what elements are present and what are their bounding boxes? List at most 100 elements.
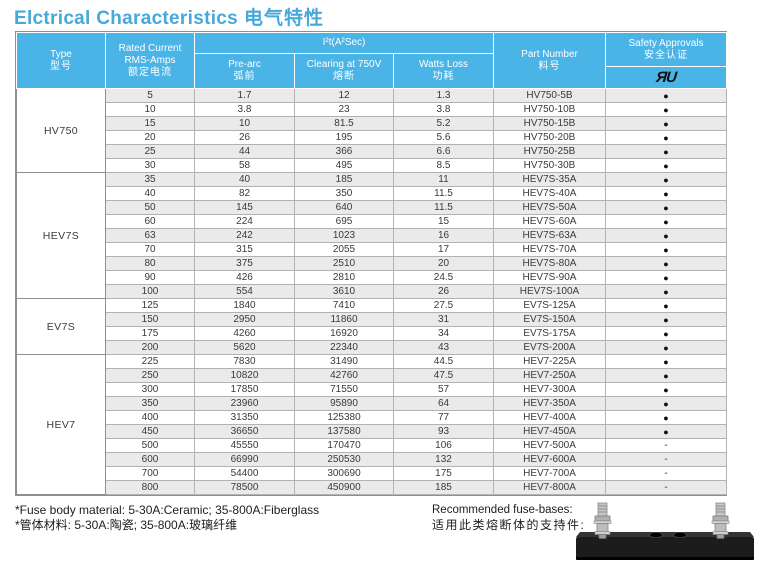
pre-arc-cell: 36650: [194, 424, 295, 439]
safety-approval-dot-icon: ●: [605, 326, 727, 341]
clearing-cell: 350: [294, 186, 394, 201]
watts-loss-cell: 43: [393, 340, 494, 355]
recommended-fuse-bases: Recommended fuse-bases: 适用此类熔断体的支持件:: [432, 503, 585, 533]
clearing-cell: 2510: [294, 256, 394, 271]
clearing-cell: 185: [294, 172, 394, 187]
safety-approval-dot-icon: ●: [605, 242, 727, 257]
rated-current-cell: 90: [105, 270, 195, 285]
part-number-cell: HEV7S-35A: [493, 172, 606, 187]
rated-current-cell: 600: [105, 452, 195, 467]
watts-loss-cell: 47.5: [393, 368, 494, 383]
watts-loss-cell: 106: [393, 438, 494, 453]
rated-current-cell: 40: [105, 186, 195, 201]
page-title-zh: 电气特性: [244, 8, 325, 29]
rated-current-cell: 300: [105, 382, 195, 397]
safety-approval-dot-icon: ●: [605, 228, 727, 243]
pre-arc-cell: 4260: [194, 326, 295, 341]
watts-loss-cell: 27.5: [393, 298, 494, 313]
pre-arc-cell: 66990: [194, 452, 295, 467]
safety-approval-dot-icon: ●: [605, 88, 727, 103]
col-header-pre-arc-zh: 弧前: [233, 71, 256, 83]
watts-loss-cell: 5.2: [393, 116, 494, 131]
rated-current-cell: 250: [105, 368, 195, 383]
col-header-watts-zh: 功耗: [432, 71, 455, 83]
part-number-cell: HEV7S-40A: [493, 186, 606, 201]
rated-current-cell: 63: [105, 228, 195, 243]
pre-arc-cell: 44: [194, 144, 295, 159]
safety-approval-dot-icon: ●: [605, 116, 727, 131]
part-number-cell: HEV7-500A: [493, 438, 606, 453]
part-number-cell: HEV7-300A: [493, 382, 606, 397]
footnote-en: *Fuse body material: 5-30A:Ceramic; 35-8…: [15, 503, 320, 517]
table-row: 90 426 2810 24.5 HEV7S-90A ●: [17, 270, 727, 285]
table-row: 400 31350 125380 77 HEV7-400A ●: [17, 410, 727, 425]
part-number-cell: HEV7-450A: [493, 424, 606, 439]
rated-current-cell: 70: [105, 242, 195, 257]
clearing-cell: 250530: [294, 452, 394, 467]
table-body: HV750 5 1.7 12 1.3 HV750-5B ● 10 3.8 23 3.8 HV750-1…: [16, 88, 727, 495]
pre-arc-cell: 45550: [194, 438, 295, 453]
pre-arc-cell: 31350: [194, 410, 295, 425]
clearing-cell: 137580: [294, 424, 394, 439]
pre-arc-cell: 40: [194, 172, 295, 187]
part-number-cell: HEV7S-63A: [493, 228, 606, 243]
table-row: 50 145 640 11.5 HEV7S-50A ●: [17, 200, 727, 215]
table-row: 450 36650 137580 93 HEV7-450A ●: [17, 424, 727, 439]
part-number-cell: EV7S-200A: [493, 340, 606, 355]
safety-approval-dot-icon: ●: [605, 256, 727, 271]
part-number-cell: HEV7-350A: [493, 396, 606, 411]
part-number-cell: HEV7S-60A: [493, 214, 606, 229]
watts-loss-cell: 17: [393, 242, 494, 257]
col-header-safety-en: Safety Approvals: [628, 37, 704, 49]
table-row: 250 10820 42760 47.5 HEV7-250A ●: [17, 368, 727, 383]
watts-loss-cell: 24.5: [393, 270, 494, 285]
pre-arc-cell: 426: [194, 270, 295, 285]
rated-current-cell: 200: [105, 340, 195, 355]
part-number-cell: HEV7-400A: [493, 410, 606, 425]
safety-approval-dot-icon: ●: [605, 368, 727, 383]
part-number-cell: HEV7S-90A: [493, 270, 606, 285]
rated-current-cell: 800: [105, 480, 195, 495]
clearing-cell: 16920: [294, 326, 394, 341]
watts-loss-cell: 20: [393, 256, 494, 271]
clearing-cell: 640: [294, 200, 394, 215]
rated-current-cell: 35: [105, 172, 195, 187]
table-row: 10 3.8 23 3.8 HV750-10B ●: [17, 102, 727, 117]
watts-loss-cell: 93: [393, 424, 494, 439]
part-number-cell: HV750-10B: [493, 102, 606, 117]
col-header-pre-arc-en: Pre-arc: [228, 59, 261, 71]
watts-loss-cell: 1.3: [393, 88, 494, 103]
part-number-cell: HEV7S-50A: [493, 200, 606, 215]
watts-loss-cell: 44.5: [393, 354, 494, 369]
ul-recognized-icon: ЯU: [655, 68, 677, 86]
watts-loss-cell: 16: [393, 228, 494, 243]
table-row: 30 58 495 8.5 HV750-30B ●: [17, 158, 727, 173]
pre-arc-cell: 242: [194, 228, 295, 243]
rated-current-cell: 60: [105, 214, 195, 229]
safety-approval-dot-icon: ●: [605, 284, 727, 299]
watts-loss-cell: 34: [393, 326, 494, 341]
watts-loss-cell: 57: [393, 382, 494, 397]
safety-approval-dot-icon: ●: [605, 270, 727, 285]
type-group-cell: HV750: [16, 88, 106, 173]
safety-approval-dot-icon: ●: [605, 200, 727, 215]
safety-approval-dot-icon: ●: [605, 214, 727, 229]
pre-arc-cell: 1.7: [194, 88, 295, 103]
electrical-characteristics-table: Type 型号 Rated Current RMS-Amps 额定电流 I²t(…: [15, 31, 727, 496]
safety-approval-dot-icon: ●: [605, 172, 727, 187]
clearing-cell: 195: [294, 130, 394, 145]
part-number-cell: EV7S-125A: [493, 298, 606, 313]
watts-loss-cell: 11: [393, 172, 494, 187]
watts-loss-cell: 132: [393, 452, 494, 467]
rated-current-cell: 20: [105, 130, 195, 145]
rated-current-cell: 400: [105, 410, 195, 425]
rated-current-cell: 15: [105, 116, 195, 131]
type-group-cell: HEV7S: [16, 172, 106, 299]
rated-current-cell: 25: [105, 144, 195, 159]
table-row: 60 224 695 15 HEV7S-60A ●: [17, 214, 727, 229]
recommended-label-en: Recommended fuse-bases:: [432, 504, 573, 516]
col-header-rated-line1: Rated Current: [118, 42, 182, 54]
col-header-watts-loss: Watts Loss 功耗: [393, 53, 494, 89]
col-header-safety-zh: 安全认证: [644, 49, 688, 61]
table-row: 800 78500 450900 185 HEV7-800A -: [17, 480, 727, 495]
